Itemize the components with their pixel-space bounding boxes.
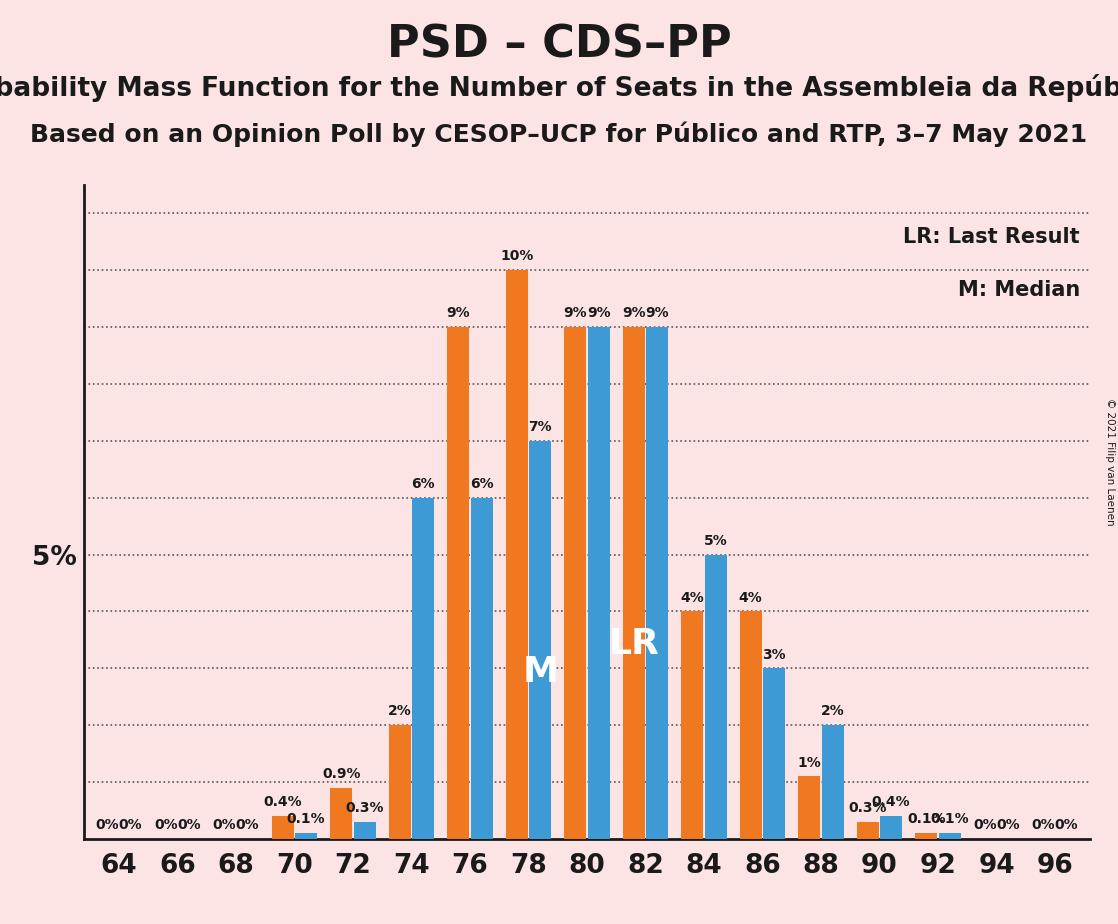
Text: 0.3%: 0.3% <box>345 801 383 815</box>
Text: 0%: 0% <box>996 818 1020 833</box>
Bar <box>447 327 470 839</box>
Bar <box>646 327 669 839</box>
Bar <box>822 725 844 839</box>
Bar <box>740 612 761 839</box>
Text: 9%: 9% <box>563 306 587 321</box>
Text: 0%: 0% <box>154 818 178 833</box>
Text: 0%: 0% <box>119 818 142 833</box>
Text: 0%: 0% <box>973 818 996 833</box>
Text: 0%: 0% <box>178 818 201 833</box>
Text: 6%: 6% <box>411 477 435 491</box>
Bar <box>353 822 376 839</box>
Bar <box>272 816 294 839</box>
Text: 9%: 9% <box>587 306 610 321</box>
Text: 0.1%: 0.1% <box>930 812 969 826</box>
Text: 0.1%: 0.1% <box>907 812 946 826</box>
Text: 1%: 1% <box>797 756 821 770</box>
Text: 2%: 2% <box>821 704 844 718</box>
Bar <box>471 498 493 839</box>
Text: LR: Last Result: LR: Last Result <box>903 227 1080 248</box>
Text: 0%: 0% <box>1032 818 1055 833</box>
Text: 0.9%: 0.9% <box>322 767 360 781</box>
Text: 2%: 2% <box>388 704 411 718</box>
Bar <box>623 327 645 839</box>
Bar <box>856 822 879 839</box>
Text: M: Median: M: Median <box>958 280 1080 299</box>
Text: PSD – CDS–PP: PSD – CDS–PP <box>387 23 731 67</box>
Text: M: M <box>522 655 558 688</box>
Text: 10%: 10% <box>500 249 533 263</box>
Text: 0%: 0% <box>95 818 119 833</box>
Bar <box>762 668 785 839</box>
Text: 0.4%: 0.4% <box>264 796 302 809</box>
Text: 0.4%: 0.4% <box>872 796 910 809</box>
Bar <box>389 725 410 839</box>
Text: 9%: 9% <box>645 306 669 321</box>
Text: 5%: 5% <box>703 534 728 548</box>
Text: 9%: 9% <box>622 306 645 321</box>
Bar <box>704 554 727 839</box>
Bar <box>938 833 960 839</box>
Bar <box>330 788 352 839</box>
Bar <box>798 776 821 839</box>
Bar <box>565 327 586 839</box>
Text: Based on an Opinion Poll by CESOP–UCP for Público and RTP, 3–7 May 2021: Based on an Opinion Poll by CESOP–UCP fo… <box>30 122 1088 148</box>
Bar <box>529 441 551 839</box>
Bar <box>880 816 902 839</box>
Text: 3%: 3% <box>762 648 786 662</box>
Bar <box>916 833 937 839</box>
Text: 0.1%: 0.1% <box>287 812 325 826</box>
Text: © 2021 Filip van Laenen: © 2021 Filip van Laenen <box>1105 398 1115 526</box>
Text: 0%: 0% <box>236 818 259 833</box>
Text: 6%: 6% <box>470 477 493 491</box>
Text: 4%: 4% <box>739 590 762 604</box>
Bar <box>295 833 318 839</box>
Bar <box>413 498 434 839</box>
Text: 0%: 0% <box>1055 818 1079 833</box>
Text: 0%: 0% <box>212 818 236 833</box>
Text: 4%: 4% <box>681 590 704 604</box>
Bar <box>505 270 528 839</box>
Text: 7%: 7% <box>529 420 552 434</box>
Text: 9%: 9% <box>446 306 470 321</box>
Bar <box>588 327 609 839</box>
Text: LR: LR <box>608 627 660 662</box>
Bar <box>681 612 703 839</box>
Text: Probability Mass Function for the Number of Seats in the Assembleia da República: Probability Mass Function for the Number… <box>0 74 1118 102</box>
Text: 0.3%: 0.3% <box>849 801 887 815</box>
